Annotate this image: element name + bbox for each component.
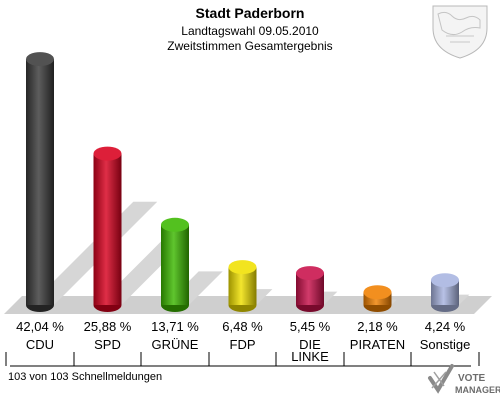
bar: [431, 273, 459, 312]
bar-top: [296, 266, 324, 281]
bar-body: [26, 59, 54, 305]
logo-text-manager: MANAGER: [455, 385, 500, 395]
value-label: 2,18 %: [357, 319, 398, 334]
bar: [93, 146, 122, 312]
bar: [296, 266, 324, 312]
bar: [363, 285, 392, 312]
category-label: FDP: [230, 337, 256, 352]
value-label: 42,04 %: [16, 319, 64, 334]
footer-note: 103 von 103 Schnellmeldungen: [8, 371, 162, 383]
vote-manager-logo: VOTE MANAGER: [428, 364, 500, 395]
coat-of-arms-icon: [432, 5, 488, 59]
check-mark-icon: [428, 364, 454, 394]
category-label: SPD: [94, 337, 121, 352]
chart-title: Stadt Paderborn: [196, 5, 305, 21]
chart-subtitle-election: Landtagswahl 09.05.2010: [181, 24, 319, 38]
value-label: 5,45 %: [290, 319, 331, 334]
value-label: 13,71 %: [151, 319, 199, 334]
bar-top: [431, 273, 459, 288]
value-labels: 42,04 % 25,88 % 13,71 % 6,48 % 5,45 % 2,18 % 4…: [16, 319, 466, 334]
bar-top: [26, 52, 54, 67]
category-label: GRÜNE: [152, 337, 199, 352]
category-label: Sonstige: [420, 337, 471, 352]
value-label: 6,48 %: [222, 319, 263, 334]
chart-subtitle-result: Zweitstimmen Gesamtergebnis: [167, 39, 332, 53]
bar-body: [161, 224, 189, 305]
bar: [161, 217, 189, 312]
bar-top: [363, 285, 392, 300]
bar-top: [161, 217, 189, 232]
bar-body: [93, 153, 122, 305]
bar: [26, 52, 54, 312]
x-axis-ticks: [5, 352, 480, 366]
value-label: 25,88 %: [84, 319, 132, 334]
category-label: DIE: [299, 337, 321, 352]
bar-top: [228, 260, 257, 275]
category-label: CDU: [26, 337, 54, 352]
bar-top: [93, 146, 122, 161]
value-label: 4,24 %: [425, 319, 466, 334]
category-label: PIRATEN: [350, 337, 405, 352]
logo-text-vote: VOTE: [458, 373, 486, 384]
bar: [228, 260, 257, 312]
bars-group: [26, 52, 459, 312]
category-label: LINKE: [291, 349, 329, 364]
